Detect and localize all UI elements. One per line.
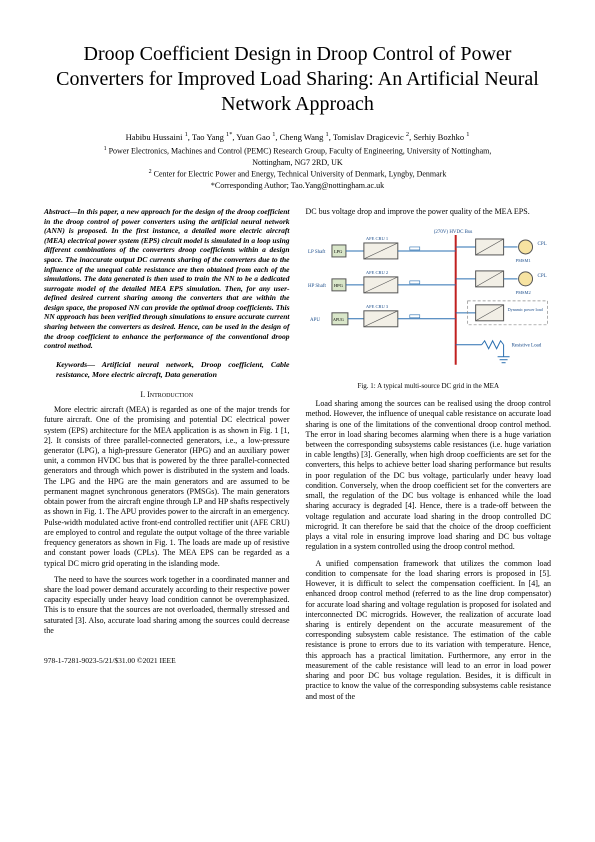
fig-label-dynamic: Dynamic power load [507, 307, 543, 312]
paragraph: Load sharing among the sources can be re… [306, 399, 552, 553]
abstract-text: Abstract—In this paper, a new approach f… [44, 207, 290, 350]
fig-label-apug: APUG [332, 317, 343, 322]
figure-1-caption: Fig. 1: A typical multi-source DC grid i… [306, 382, 552, 391]
fig-label-cpl2: CPL [537, 274, 546, 279]
column-left: Abstract—In this paper, a new approach f… [44, 207, 290, 708]
two-column-body: Abstract—In this paper, a new approach f… [44, 207, 551, 708]
fig-label-hpshaft: HP Shaft [308, 284, 327, 289]
copyright-footer: 978-1-7281-9023-5/21/$31.00 ©2021 IEEE [44, 656, 290, 666]
corresponding-author: *Corresponding Author; Tao.Yang@nottingh… [44, 181, 551, 191]
paper-title: Droop Coefficient Design in Droop Contro… [44, 42, 551, 117]
column-right: DC bus voltage drop and improve the powe… [306, 207, 552, 708]
fig-label-hpg: HPG [333, 283, 343, 288]
fig-label-cru3: AFE CRU 3 [365, 304, 388, 309]
fig-label-resistive: Resistive Load [511, 344, 541, 349]
affiliation-1b: Nottingham, NG7 2RD, UK [44, 158, 551, 168]
affiliation-2: 2 Center for Electric Power and Energy, … [44, 169, 551, 180]
fig-label-hvdc: (270V) HVDC Bus [433, 230, 472, 235]
fig-label-apu: APU [309, 318, 319, 323]
fig-label-pmsm2: PMSM2 [515, 290, 530, 295]
author-line: Habibu Hussaini 1, Tao Yang 1*, Yuan Gao… [44, 131, 551, 143]
section-heading-1: I. Introduction [44, 390, 290, 400]
paragraph: More electric aircraft (MEA) is regarded… [44, 405, 290, 569]
fig-label-cru2: AFE CRU 2 [365, 270, 387, 275]
fig-label-pmsm1: PMSM1 [515, 258, 530, 263]
paragraph-lead: DC bus voltage drop and improve the powe… [306, 207, 552, 217]
fig-label-lpg: LPG [333, 249, 342, 254]
keywords: Keywords— Artificial neural network, Dro… [44, 360, 290, 380]
figure-1-diagram: (270V) HVDC Bus LP Shaft LPG AFE CRU 1 H… [306, 225, 552, 375]
paragraph: The need to have the sources work togeth… [44, 575, 290, 636]
fig-label-lpshaft: LP Shaft [308, 250, 326, 255]
affiliation-1: 1 Power Electronics, Machines and Contro… [44, 146, 551, 157]
abstract: Abstract—In this paper, a new approach f… [44, 207, 290, 351]
paragraph: A unified compensation framework that ut… [306, 559, 552, 702]
fig-label-cpl1: CPL [537, 242, 546, 247]
fig-label-cru1: AFE CRU 1 [365, 236, 387, 241]
